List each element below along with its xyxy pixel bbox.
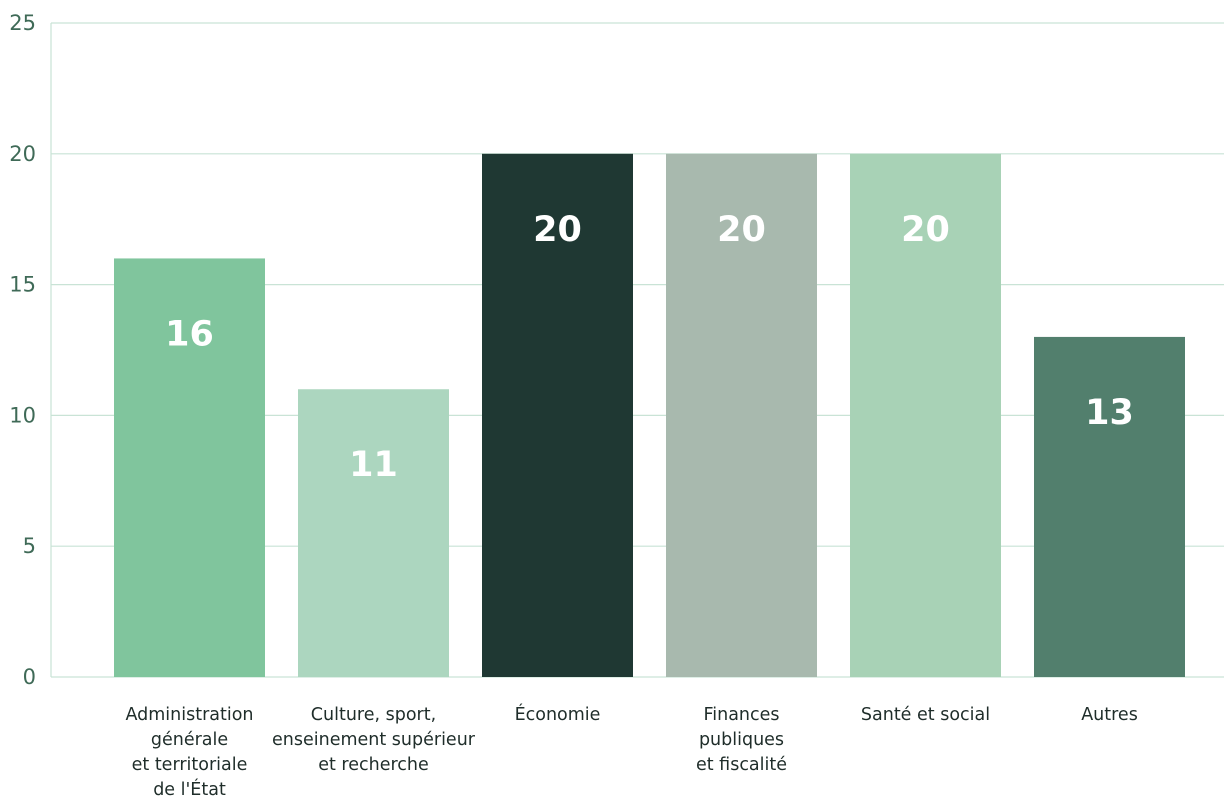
- category-label-line: Autres: [1081, 705, 1138, 725]
- category-label-line: et fiscalité: [696, 755, 787, 775]
- category-label-line: et territoriale: [132, 755, 248, 775]
- y-tick-label: 15: [9, 273, 36, 297]
- category-label-line: enseinement supérieur: [272, 730, 476, 750]
- category-label: Autres: [1081, 705, 1138, 725]
- category-label-line: Culture, sport,: [311, 705, 436, 725]
- value-label: 20: [533, 210, 582, 250]
- value-label: 20: [717, 210, 766, 250]
- category-label-line: publiques: [699, 730, 784, 750]
- y-tick-label: 25: [9, 11, 36, 35]
- bar: [850, 153, 1001, 678]
- category-label: Finances publiques et fiscalité: [696, 705, 787, 775]
- value-label: 13: [1085, 393, 1134, 433]
- category-label: Administration générale et territoriale de …: [125, 705, 253, 797]
- category-label: Culture, sport, enseinement supérieur et r…: [272, 705, 476, 775]
- y-tick-label: 0: [23, 665, 36, 689]
- value-label: 20: [901, 210, 950, 250]
- y-tick-label: 5: [23, 534, 36, 558]
- bar: [1034, 336, 1185, 677]
- value-labels: 16 11 20 20 20 13: [165, 210, 1134, 485]
- category-label-line: générale: [151, 730, 228, 750]
- category-labels: Administration générale et territoriale de …: [125, 703, 1137, 797]
- bars: [114, 153, 1185, 678]
- category-label: Santé et social: [861, 705, 990, 725]
- category-label-line: Finances: [703, 705, 779, 725]
- y-tick-label: 20: [9, 142, 36, 166]
- bar: [482, 153, 633, 678]
- value-label: 11: [349, 445, 398, 485]
- bar: [114, 258, 265, 677]
- category-label-line: Santé et social: [861, 705, 990, 725]
- value-label: 16: [165, 314, 214, 354]
- category-label: Économie: [515, 703, 601, 725]
- y-axis-ticks: 0 5 10 15 20 25: [9, 11, 36, 689]
- bar: [298, 389, 449, 677]
- category-label-line: et recherche: [318, 755, 429, 775]
- bar: [666, 153, 817, 678]
- category-label-line: de l'État: [153, 778, 226, 797]
- y-tick-label: 10: [9, 403, 36, 427]
- category-label-line: Économie: [515, 703, 601, 725]
- category-label-line: Administration: [125, 705, 253, 725]
